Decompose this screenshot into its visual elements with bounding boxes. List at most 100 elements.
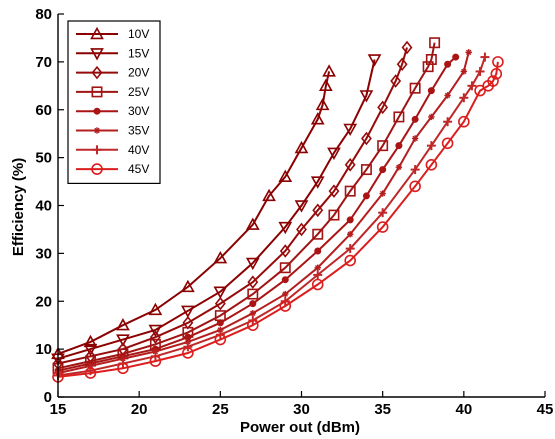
x-tick-label-30: 30 <box>293 401 310 418</box>
data-point-30V-11 <box>379 166 387 174</box>
legend-entry-15V: 15V <box>76 46 149 61</box>
legend-label-40V: 40V <box>128 143 149 157</box>
data-point-25V-11 <box>360 164 372 176</box>
data-point-45V-17 <box>487 75 499 87</box>
data-point-10V-7 <box>262 188 276 202</box>
data-point-35V-15-stroke-4 <box>461 68 467 75</box>
data-point-10V-5 <box>213 251 228 264</box>
data-point-45V-12 <box>425 159 438 171</box>
legend-entry-30V: 30V <box>76 104 149 118</box>
data-point-30V-14 <box>427 87 435 95</box>
data-point-40V-11 <box>410 165 420 175</box>
data-point-10V-4 <box>181 279 195 293</box>
data-point-40V-10 <box>378 208 388 218</box>
series-15V <box>51 54 382 366</box>
data-point-20V-8 <box>296 222 307 237</box>
data-point-10V-9 <box>294 140 309 154</box>
x-tick-label-15: 15 <box>50 401 67 418</box>
data-point-35V-1-stroke-4 <box>87 363 94 369</box>
y-tick-label-70: 70 <box>35 54 52 71</box>
data-point-30V-10 <box>362 192 370 200</box>
series-line-15V <box>57 59 376 360</box>
data-point-35V-2 <box>119 355 127 362</box>
data-point-45V-9 <box>344 254 357 267</box>
data-point-20V-9 <box>312 203 324 218</box>
data-point-35V-10-stroke-4 <box>379 190 386 197</box>
legend-marker-35V-stroke-4 <box>94 127 100 134</box>
legend-marker-25V <box>91 86 103 98</box>
legend-entry-20V: 20V <box>76 66 149 80</box>
data-point-40V-17 <box>480 52 490 62</box>
data-point-15V-6 <box>245 257 260 271</box>
data-point-45V-11 <box>409 180 421 193</box>
data-point-45V-4 <box>182 347 194 359</box>
data-point-35V-8-stroke-4 <box>314 265 321 271</box>
data-point-45V-14 <box>458 115 470 128</box>
data-point-35V-3-stroke-4 <box>152 348 159 355</box>
data-point-30V-9 <box>346 216 354 224</box>
series-line-10V <box>57 71 331 355</box>
legend-entry-35V: 35V <box>76 124 149 138</box>
data-point-35V-13-stroke-4 <box>428 114 435 120</box>
legend-label-20V: 20V <box>128 66 149 80</box>
data-point-25V-15 <box>422 61 434 73</box>
data-point-35V-4-stroke-4 <box>185 339 191 345</box>
data-point-10V-1 <box>83 334 98 348</box>
data-point-40V-14 <box>459 93 469 103</box>
data-point-45V-7 <box>279 300 292 312</box>
data-point-20V-15 <box>396 57 408 72</box>
data-point-15V-5 <box>213 286 228 299</box>
data-point-45V-2 <box>117 362 129 375</box>
data-point-10V-2 <box>116 318 130 331</box>
x-tick-label-20: 20 <box>131 401 148 418</box>
legend-label-10V: 10V <box>128 27 149 41</box>
legend-label-25V: 25V <box>128 85 149 99</box>
data-point-15V-9 <box>310 176 325 189</box>
data-point-25V-12 <box>377 140 389 152</box>
data-point-25V-8 <box>312 228 324 240</box>
data-point-20V-3 <box>149 330 161 344</box>
data-point-10V-10 <box>310 112 325 125</box>
data-point-45V-1 <box>84 367 97 379</box>
data-point-15V-4 <box>181 305 195 318</box>
series-10V <box>51 64 336 360</box>
legend-marker-20V <box>91 65 103 80</box>
legend-entry-25V: 25V <box>76 85 149 99</box>
data-point-15V-7 <box>278 221 293 235</box>
data-point-20V-12 <box>361 131 372 146</box>
legend-marker-10V <box>90 26 104 40</box>
data-point-45V-5 <box>214 333 227 346</box>
data-point-45V-13 <box>441 137 454 150</box>
x-tick-label-40: 40 <box>455 401 472 418</box>
data-point-35V-3 <box>152 348 159 355</box>
data-point-35V-15 <box>460 68 468 75</box>
data-point-35V-16 <box>465 49 472 56</box>
x-tick-label-45: 45 <box>537 401 554 418</box>
data-point-30V-16 <box>452 53 460 61</box>
series-line-40V <box>57 56 486 377</box>
data-point-45V-18 <box>490 68 503 80</box>
y-tick-label-60: 60 <box>35 102 52 119</box>
y-tick-label-0: 0 <box>44 389 52 406</box>
data-point-10V-12 <box>318 78 333 92</box>
data-point-15V-3 <box>148 324 163 338</box>
legend-entry-40V: 40V <box>76 143 149 157</box>
data-point-35V-7-stroke-4 <box>282 291 289 297</box>
data-point-15V-13 <box>367 54 382 67</box>
legend-marker-40V <box>92 145 102 155</box>
y-tick-label-40: 40 <box>35 198 52 215</box>
data-point-45V-10 <box>376 221 389 233</box>
series-30V <box>54 53 460 375</box>
data-point-35V-9-stroke-4 <box>347 231 353 237</box>
data-point-35V-2-stroke-4 <box>120 355 126 362</box>
data-point-30V-7 <box>281 276 289 284</box>
data-point-25V-14 <box>409 82 421 94</box>
data-point-10V-3 <box>148 302 163 316</box>
data-point-20V-13 <box>377 100 389 115</box>
data-point-15V-2 <box>116 334 130 347</box>
data-point-35V-13 <box>428 113 435 121</box>
data-point-35V-11 <box>395 164 403 171</box>
data-point-10V-11 <box>315 97 330 111</box>
data-point-35V-5-stroke-4 <box>217 327 224 333</box>
legend-marker-35V <box>93 127 101 134</box>
